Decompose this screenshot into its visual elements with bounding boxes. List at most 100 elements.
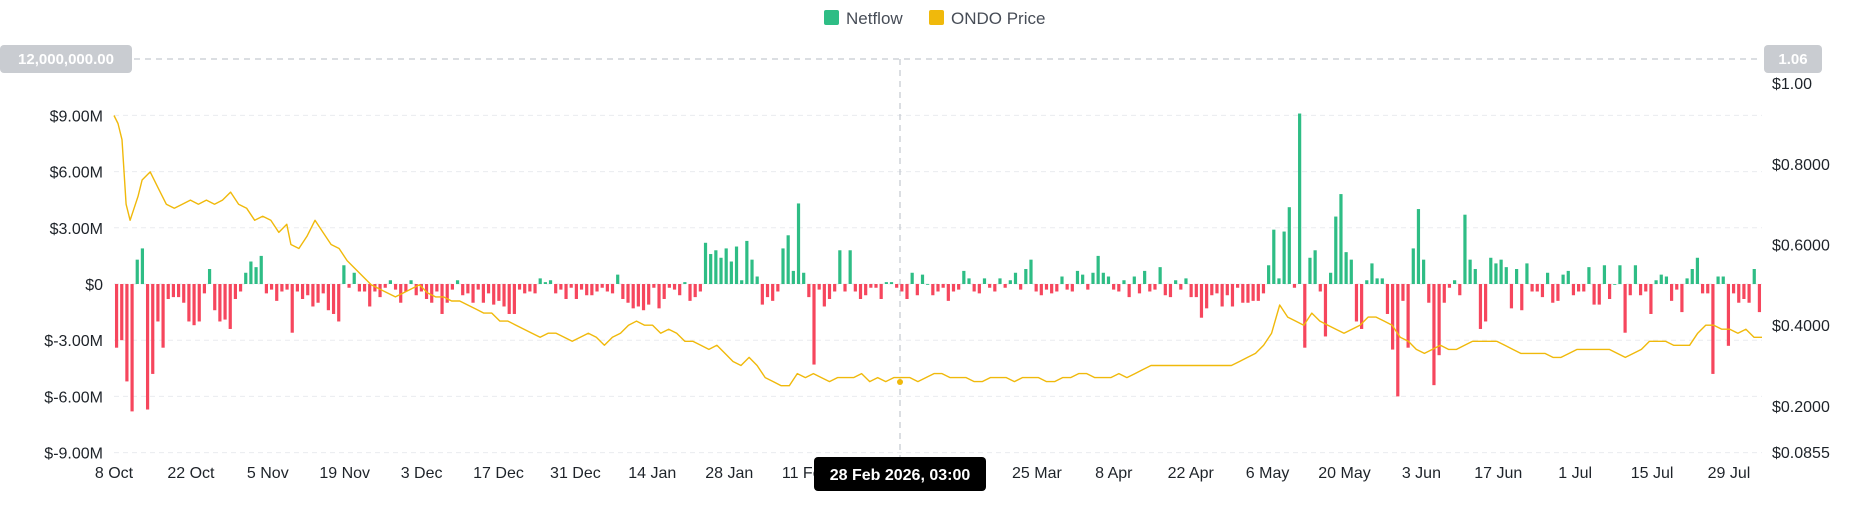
right-axis-ticks: $0.0855 $0.2000 $0.4000 $0.6000 $0.8000 $1.00 — [1772, 76, 1830, 462]
netflow-bar-14 — [187, 284, 191, 322]
netflow-bar-282 — [1571, 284, 1576, 296]
netflow-bar-11 — [171, 284, 176, 298]
netflow-bar-108 — [672, 284, 677, 290]
netflow-bar-146 — [869, 284, 873, 288]
x-tick-label: 29 Jul — [1708, 465, 1751, 482]
netflow-bar-198 — [1137, 284, 1142, 294]
netflow-bar-76 — [507, 284, 511, 314]
netflow-bars — [114, 113, 1762, 412]
netflow-bar-301 — [1669, 284, 1674, 301]
netflow-bar-245 — [1380, 278, 1384, 284]
left-tick-label: $-6.00M — [44, 389, 103, 406]
netflow-bar-209 — [1194, 284, 1198, 298]
legend-item-netflow[interactable]: Netflow — [824, 9, 903, 28]
netflow-bar-261 — [1463, 214, 1467, 284]
netflow-bar-244 — [1375, 278, 1379, 284]
netflow-bar-6 — [145, 284, 150, 410]
netflow-bar-195 — [1122, 280, 1126, 284]
netflow-bar-75 — [502, 284, 506, 307]
netflow-bar-111 — [688, 284, 692, 301]
right-tick-label: $0.6000 — [1772, 238, 1830, 255]
netflow-bar-252 — [1416, 209, 1421, 284]
netflow-bar-128 — [776, 284, 780, 292]
netflow-bar-268 — [1499, 259, 1503, 284]
netflow-bar-81 — [533, 284, 537, 294]
netflow-bar-97 — [616, 274, 620, 284]
legend-label-price: ONDO Price — [951, 9, 1045, 28]
netflow-bar-45 — [347, 284, 351, 288]
netflow-bar-278 — [1551, 284, 1555, 303]
netflow-bar-92 — [590, 284, 594, 296]
netflow-bar-172 — [1003, 284, 1007, 288]
left-axis-ticks: $-9.00M $-6.00M $-3.00M $0 $3.00M $6.00M $9.00… — [44, 108, 103, 462]
netflow-bar-211 — [1205, 284, 1209, 309]
netflow-bar-23 — [233, 284, 237, 299]
netflow-bar-279 — [1556, 284, 1560, 301]
netflow-bar-126 — [765, 284, 770, 298]
netflow-bar-21 — [223, 284, 227, 320]
netflow-bar-122 — [745, 240, 749, 284]
x-tick-label: 6 May — [1246, 465, 1290, 482]
netflow-bar-233 — [1318, 284, 1322, 292]
netflow-bar-113 — [698, 284, 702, 292]
netflow-bar-310 — [1716, 276, 1720, 284]
netflow-bar-253 — [1422, 259, 1426, 284]
right-value-badge: 1.06 — [1764, 45, 1822, 73]
netflow-bar-250 — [1406, 284, 1410, 348]
netflow-bar-168 — [982, 278, 987, 284]
netflow-bar-294 — [1633, 265, 1638, 284]
netflow-bar-35 — [295, 284, 299, 292]
netflow-bar-274 — [1530, 284, 1534, 292]
netflow-bar-256 — [1437, 284, 1441, 356]
netflow-bar-277 — [1546, 272, 1550, 284]
netflow-bar-316 — [1747, 284, 1751, 303]
netflow-bar-148 — [879, 284, 883, 299]
netflow-bar-80 — [528, 284, 532, 292]
netflow-bar-18 — [207, 269, 212, 284]
netflow-bar-72 — [486, 284, 491, 294]
netflow-bar-150 — [889, 282, 894, 284]
netflow-bar-166 — [972, 284, 976, 292]
netflow-bar-61 — [430, 284, 434, 303]
legend-item-price[interactable]: ONDO Price — [929, 9, 1045, 28]
netflow-bar-149 — [884, 282, 888, 284]
netflow-bar-161 — [946, 284, 950, 301]
netflow-swatch — [824, 10, 839, 25]
netflow-bar-300 — [1664, 276, 1669, 284]
netflow-bar-93 — [595, 284, 599, 292]
netflow-bar-83 — [543, 282, 547, 284]
netflow-bar-157 — [926, 284, 930, 285]
netflow-bar-208 — [1189, 284, 1193, 298]
x-tick-label: 3 Dec — [401, 465, 443, 482]
netflow-bar-77 — [512, 284, 516, 314]
netflow-bar-145 — [864, 284, 868, 296]
netflow-bar-312 — [1726, 284, 1731, 346]
netflow-bar-225 — [1277, 278, 1281, 284]
netflow-bar-205 — [1174, 280, 1178, 284]
right-tick-label: $0.8000 — [1772, 157, 1830, 174]
netflow-bar-139 — [833, 284, 837, 292]
netflow-bar-152 — [900, 284, 904, 292]
netflow-bar-13 — [182, 284, 186, 303]
netflow-bar-28 — [259, 255, 263, 284]
netflow-bar-135 — [812, 284, 816, 365]
netflow-bar-302 — [1675, 284, 1679, 290]
netflow-bar-163 — [957, 284, 961, 290]
price-swatch — [929, 10, 944, 25]
netflow-bar-173 — [1008, 280, 1012, 284]
netflow-bar-169 — [988, 284, 992, 288]
netflow-bar-55 — [399, 284, 403, 303]
netflow-bar-38 — [311, 284, 315, 307]
right-value-label: 1.06 — [1778, 51, 1807, 68]
netflow-bar-288 — [1602, 265, 1607, 284]
netflow-bar-56 — [404, 284, 408, 292]
netflow-bar-155 — [915, 284, 919, 296]
netflow-bar-315 — [1742, 284, 1746, 299]
netflow-bar-105 — [657, 284, 661, 309]
netflow-bar-36 — [300, 284, 305, 299]
netflow-bar-206 — [1179, 284, 1183, 290]
x-tick-label: 25 Mar — [1012, 465, 1062, 482]
netflow-bar-19 — [213, 284, 217, 311]
netflow-bar-236 — [1334, 216, 1338, 284]
netflow-bar-54 — [393, 284, 398, 290]
